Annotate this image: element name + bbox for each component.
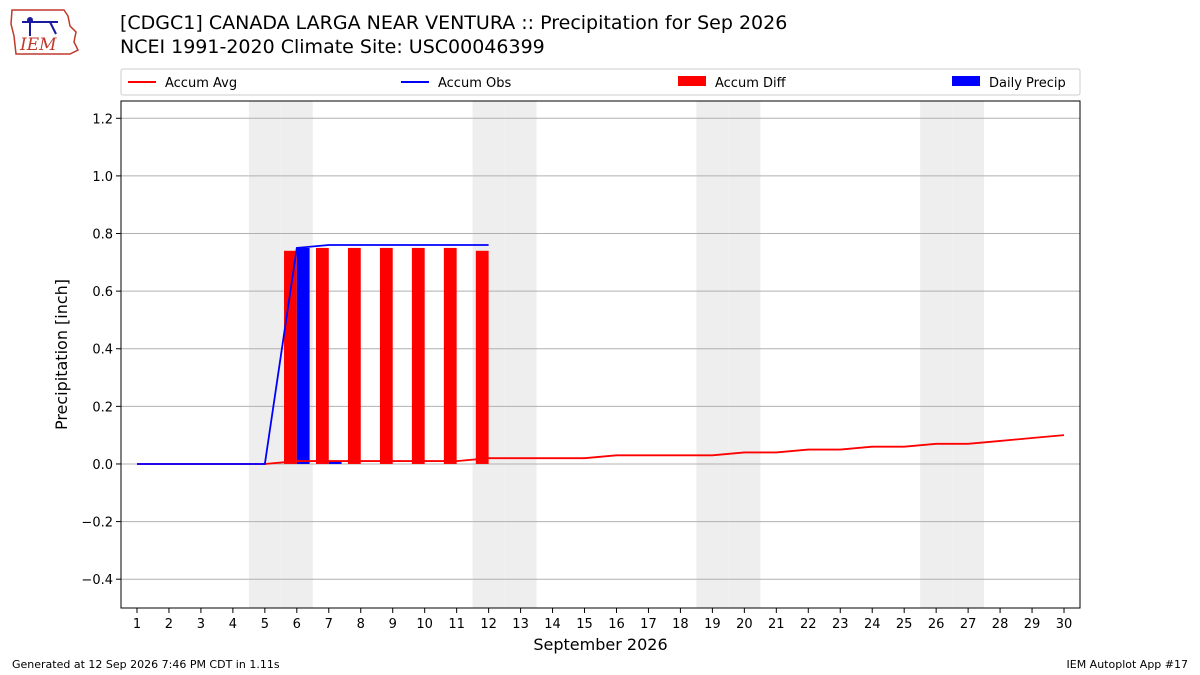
legend-box	[120, 68, 1081, 96]
x-tick-label: 18	[672, 617, 689, 632]
x-tick-label: 8	[357, 617, 365, 632]
x-tick-label: 22	[800, 617, 817, 632]
x-tick-label: 16	[608, 617, 625, 632]
iem-logo: IEM	[8, 6, 82, 62]
weekend-shade	[248, 101, 281, 608]
y-axis-label: Precipitation [inch]	[52, 279, 71, 430]
legend-accum-diff-label: Accum Diff	[715, 76, 787, 91]
y-tick-label: 0.0	[92, 458, 113, 473]
y-tick-label: 0.6	[92, 285, 113, 300]
legend-daily-precip-label: Daily Precip	[989, 76, 1066, 91]
x-tick-label: 30	[1056, 617, 1073, 632]
x-tick-label: 24	[864, 617, 881, 632]
x-tick-label: 21	[768, 617, 785, 632]
y-tick-label: −0.4	[81, 573, 113, 588]
y-tick-label: −0.2	[81, 516, 113, 531]
plot-frame	[120, 100, 1081, 609]
accum-avg-line	[136, 434, 1065, 465]
y-tick-label: 0.4	[92, 343, 113, 358]
x-tick-label: 20	[736, 617, 753, 632]
weekend-shade	[696, 101, 729, 608]
x-tick-label: 12	[480, 617, 497, 632]
legend-daily-precip-swatch	[952, 76, 980, 86]
daily-precip-bar	[328, 461, 342, 464]
accum-diff-bar	[315, 247, 329, 464]
accum-diff-bar	[475, 250, 489, 464]
x-tick-label: 11	[448, 617, 465, 632]
x-tick-label: 25	[896, 617, 913, 632]
x-tick-label: 13	[512, 617, 529, 632]
x-tick-label: 5	[261, 617, 269, 632]
app-label: IEM Autoplot App #17	[1066, 658, 1189, 671]
y-tick-label: 0.8	[92, 228, 113, 243]
x-axis-label: September 2026	[533, 635, 667, 654]
x-tick-label: 28	[992, 617, 1009, 632]
x-tick-label: 7	[325, 617, 333, 632]
accum-diff-bar	[379, 247, 393, 464]
svg-text:IEM: IEM	[19, 35, 57, 55]
x-tick-label: 14	[544, 617, 561, 632]
accum-diff-bar	[443, 247, 457, 464]
x-tick-label: 19	[704, 617, 721, 632]
accum-diff-bar	[284, 250, 297, 464]
accum-obs-line	[136, 244, 489, 465]
x-tick-label: 4	[229, 617, 237, 632]
x-tick-label: 27	[960, 617, 977, 632]
legend-accum-avg-label: Accum Avg	[165, 76, 237, 91]
x-tick-label: 6	[293, 617, 301, 632]
x-tick-label: 29	[1024, 617, 1041, 632]
x-tick-label: 15	[576, 617, 593, 632]
x-tick-label: 23	[832, 617, 849, 632]
accum-diff-bar	[347, 247, 361, 464]
chart-subtitle: NCEI 1991-2020 Climate Site: USC00046399	[120, 36, 545, 58]
x-tick-label: 2	[165, 617, 173, 632]
y-tick-label: 1.2	[92, 112, 113, 127]
legend-accum-obs-label: Accum Obs	[438, 76, 511, 91]
chart-title: [CDGC1] CANADA LARGA NEAR VENTURA :: Pre…	[120, 12, 788, 34]
legend-accum-diff-swatch	[678, 76, 706, 86]
weekend-shade	[952, 101, 985, 608]
weekend-shade	[728, 101, 761, 608]
generated-timestamp: Generated at 12 Sep 2026 7:46 PM CDT in …	[12, 658, 280, 671]
weekend-shade	[504, 101, 537, 608]
y-tick-label: 0.2	[92, 400, 113, 415]
weekend-shade	[920, 101, 953, 608]
x-tick-label: 3	[197, 617, 205, 632]
x-tick-label: 10	[416, 617, 433, 632]
x-tick-label: 9	[389, 617, 397, 632]
y-tick-label: 1.0	[92, 170, 113, 185]
accum-diff-bar	[411, 247, 425, 464]
legend: Accum Avg Accum Obs Accum Diff Daily Precip	[120, 68, 1081, 96]
daily-precip-bar	[296, 247, 310, 464]
x-tick-label: 26	[928, 617, 945, 632]
x-tick-label: 1	[133, 617, 141, 632]
x-tick-label: 17	[640, 617, 657, 632]
